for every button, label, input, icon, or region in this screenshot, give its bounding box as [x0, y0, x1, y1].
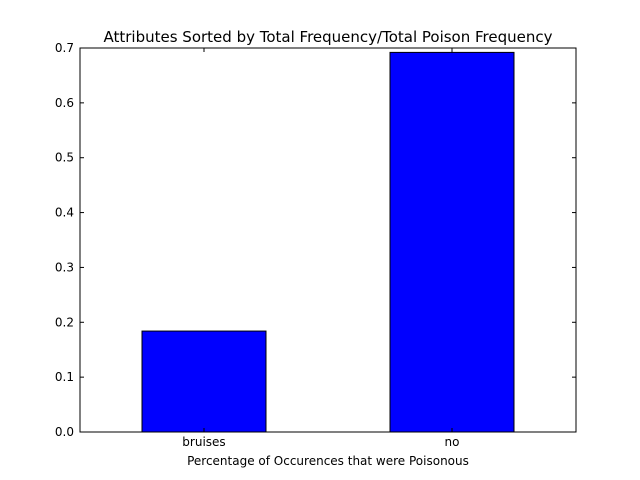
- y-tick-label: 0.4: [55, 206, 74, 220]
- y-tick-label: 0.6: [55, 96, 74, 110]
- y-tick-label: 0.7: [55, 41, 74, 55]
- bar-no: [389, 51, 515, 433]
- plot-frame: [79, 47, 577, 433]
- x-tick-label: bruises: [182, 435, 225, 449]
- bars-group: [141, 51, 515, 433]
- y-tick-label: 0.2: [55, 315, 74, 329]
- x-tick-label: no: [445, 435, 460, 449]
- y-tick-label: 0.3: [55, 260, 74, 274]
- bar-bruises: [141, 330, 267, 433]
- y-tick-label: 0.5: [55, 151, 74, 165]
- chart-title: Attributes Sorted by Total Frequency/Tot…: [103, 28, 552, 46]
- x-axis-label: Percentage of Occurences that were Poiso…: [187, 454, 469, 468]
- x-axis: bruises no: [182, 48, 459, 449]
- y-tick-label: 0.0: [55, 425, 74, 439]
- y-axis: 0.0 0.1 0.2 0.3 0.4 0.5 0.6 0.7: [55, 41, 576, 439]
- y-tick-label: 0.1: [55, 370, 74, 384]
